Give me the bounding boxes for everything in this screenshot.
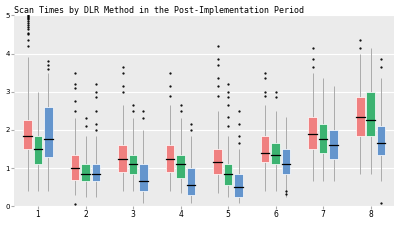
Bar	[261, 136, 270, 162]
Bar	[282, 149, 290, 174]
Bar	[92, 164, 100, 181]
Bar	[44, 107, 53, 157]
Bar	[187, 168, 195, 195]
Bar	[23, 120, 32, 149]
Bar	[213, 149, 222, 174]
Bar	[224, 164, 232, 185]
Bar	[271, 143, 280, 164]
Bar	[377, 126, 386, 155]
Bar	[34, 136, 42, 164]
Bar	[176, 155, 185, 178]
Bar	[366, 92, 375, 136]
Bar	[118, 145, 127, 172]
Bar	[129, 155, 137, 174]
Bar	[356, 97, 364, 136]
Bar	[81, 164, 90, 181]
Bar	[319, 124, 328, 153]
Text: Scan Times by DLR Method in the Post-Implementation Period: Scan Times by DLR Method in the Post-Imp…	[14, 6, 304, 15]
Bar	[308, 117, 317, 149]
Bar	[166, 145, 174, 172]
Bar	[234, 174, 243, 197]
Bar	[139, 164, 148, 191]
Bar	[71, 155, 79, 180]
Bar	[329, 130, 338, 159]
